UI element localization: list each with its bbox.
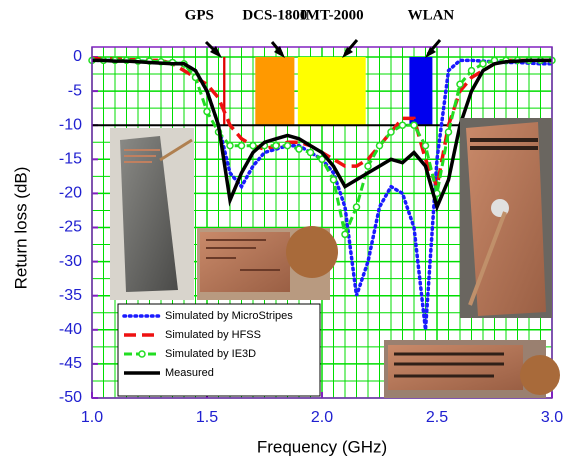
photo-coin <box>286 226 338 278</box>
series-marker <box>237 141 246 150</box>
y-tick-label: -25 <box>59 219 82 236</box>
band-label: WLAN <box>408 7 455 23</box>
y-tick-label: -20 <box>59 185 82 202</box>
arrow-head <box>274 46 285 58</box>
photo-antenna <box>388 345 523 390</box>
band <box>223 57 226 126</box>
series-marker <box>249 141 257 150</box>
x-tick-label: 2.0 <box>311 409 333 426</box>
x-tick-label: 1.0 <box>81 409 103 426</box>
legend: Simulated by MicroStripes Simulated by HF… <box>117 303 321 397</box>
legend-box <box>117 303 321 397</box>
x-axis-title: Frequency (GHz) <box>257 437 387 456</box>
series-marker <box>295 145 303 153</box>
y-tick-label: -50 <box>59 389 82 406</box>
y-axis-title: Return loss (dB) <box>11 167 30 290</box>
series-marker <box>456 80 464 89</box>
y-tick-label: -10 <box>59 116 82 133</box>
y-tick-label: 0 <box>73 48 82 65</box>
legend-label: Simulated by IE3D <box>165 348 256 360</box>
y-tick-label: -45 <box>59 355 82 372</box>
photo-cable <box>159 138 193 162</box>
y-tick-label: -5 <box>68 82 82 99</box>
arrow-head <box>210 46 222 58</box>
series-marker <box>398 121 407 129</box>
photo-antenna <box>200 232 290 292</box>
series-line <box>92 58 552 213</box>
series-marker <box>352 203 361 211</box>
photos <box>110 118 560 398</box>
arrow-head <box>342 47 353 58</box>
annotations <box>204 39 442 58</box>
y-tick-label: -40 <box>59 321 82 338</box>
band-label: GPS <box>185 7 214 23</box>
band <box>297 57 366 126</box>
series-marker <box>329 176 338 184</box>
series-marker <box>341 230 349 239</box>
y-tick-label: -15 <box>59 151 82 168</box>
photo-trace <box>394 352 504 378</box>
series-marker <box>467 66 476 75</box>
legend-marker <box>138 350 146 358</box>
legend-label: Simulated by HFSS <box>165 329 261 341</box>
series-marker <box>444 128 453 136</box>
series-marker <box>226 141 234 150</box>
legend-label: Measured <box>165 367 214 379</box>
series-marker <box>387 128 395 136</box>
x-tick-label: 2.5 <box>426 409 448 426</box>
photo-trace <box>206 239 280 271</box>
photo-coin <box>520 355 560 395</box>
series-marker <box>479 60 487 68</box>
series-marker <box>375 141 384 150</box>
series-marker <box>283 141 292 150</box>
band <box>255 57 295 126</box>
band <box>409 57 433 126</box>
band-label: DCS-1800 <box>242 7 307 23</box>
series-marker <box>364 162 372 170</box>
band-label: IMT-2000 <box>300 7 364 23</box>
arrow <box>204 39 442 56</box>
legend-label: Simulated by MicroStripes <box>165 310 293 322</box>
photo-trace <box>124 149 160 163</box>
y-tick-label: -35 <box>59 287 82 304</box>
y-tick-label: -30 <box>59 253 82 270</box>
series-marker <box>410 121 418 129</box>
series-marker <box>306 148 315 157</box>
x-tick-label: 3.0 <box>541 409 563 426</box>
photo-cable <box>468 211 507 306</box>
series-marker <box>318 155 326 164</box>
series-marker <box>421 141 430 150</box>
photo-trace <box>470 138 538 150</box>
photo-antenna <box>120 136 178 292</box>
series-marker <box>272 141 280 150</box>
x-tick-label: 1.5 <box>196 409 218 426</box>
arrow-head <box>425 47 436 58</box>
photo-connector <box>491 199 509 217</box>
series-marker <box>203 107 211 116</box>
